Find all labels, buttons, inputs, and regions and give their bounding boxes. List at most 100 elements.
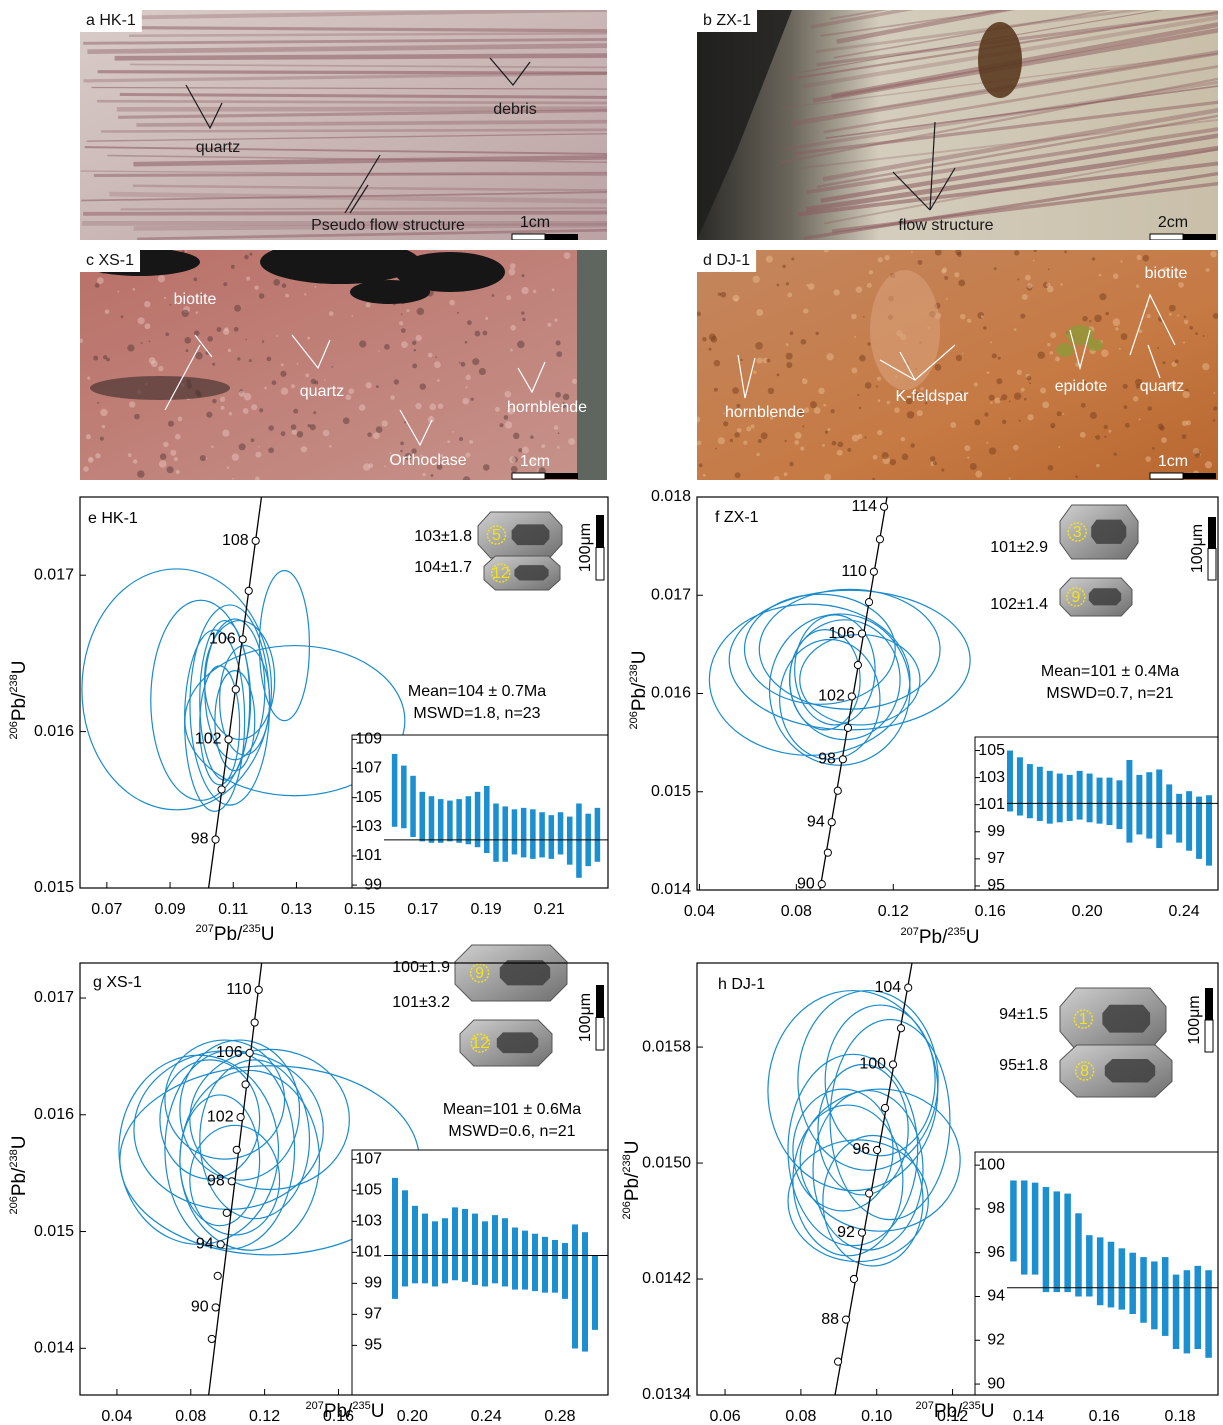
texture [878, 399, 881, 402]
texture [718, 292, 721, 295]
texture [1050, 423, 1055, 428]
texture [431, 474, 434, 477]
age-bar [1032, 1183, 1039, 1275]
age-bar [412, 1206, 418, 1284]
age-bar [1097, 1237, 1104, 1305]
age-bar [522, 1231, 528, 1290]
inset-y-tick-label: 103 [978, 769, 1005, 786]
age-marker [214, 1272, 221, 1279]
texture [121, 208, 648, 209]
texture [1203, 335, 1205, 337]
age-marker [818, 881, 825, 888]
mean-age: Mean=101 ± 0.4Ma [1041, 663, 1179, 680]
age-bar [1196, 797, 1202, 859]
texture [1037, 351, 1044, 358]
texture [1002, 420, 1006, 424]
y-tick-label: 0.017 [34, 566, 74, 583]
texture [1014, 250, 1019, 255]
texture [1213, 392, 1215, 394]
age-marker [242, 1081, 249, 1088]
age-bar [1151, 1261, 1158, 1329]
age-marker [251, 1019, 258, 1026]
grain-age: 103±1.8 [414, 528, 472, 545]
texture [803, 378, 805, 380]
age-bar [1205, 1270, 1212, 1358]
texture [168, 421, 174, 427]
age-bar [438, 799, 444, 843]
texture [1175, 359, 1179, 363]
texture [832, 441, 837, 446]
texture [103, 355, 107, 359]
texture [160, 453, 166, 459]
age-label: 102 [818, 688, 845, 705]
texture [101, 130, 628, 132]
texture [758, 439, 762, 443]
age-marker [828, 819, 835, 826]
texture [794, 440, 799, 445]
texture [944, 276, 948, 280]
texture [243, 408, 249, 414]
texture [255, 477, 260, 482]
texture [786, 282, 789, 285]
texture [378, 350, 380, 352]
texture [1213, 313, 1219, 319]
texture [485, 317, 488, 320]
texture [890, 459, 896, 465]
x-tick-label: 0.19 [470, 901, 501, 918]
age-bar [572, 1224, 578, 1348]
age-marker [217, 1241, 224, 1248]
texture [457, 312, 459, 314]
axis-label-part: 235 [352, 1400, 370, 1412]
texture [513, 433, 519, 439]
grain-scale-white [596, 1018, 604, 1051]
age-bar [1043, 1187, 1050, 1292]
grain-scale-white [1205, 1020, 1213, 1052]
texture [752, 276, 759, 283]
x-tick-label: 0.16 [1089, 1408, 1120, 1425]
axis-label-part: 235 [947, 926, 965, 938]
axis-label-part: U [9, 1136, 30, 1150]
texture [83, 466, 89, 472]
texture [1082, 316, 1088, 322]
texture [259, 293, 264, 298]
texture [740, 359, 743, 362]
texture [774, 476, 780, 482]
chart: 108106102980.070.090.110.130.150.170.190… [8, 495, 608, 945]
texture [1113, 273, 1118, 278]
age-bar [447, 801, 453, 842]
texture [930, 456, 935, 461]
age-bar [532, 1234, 538, 1291]
texture [259, 408, 263, 412]
age-marker [225, 736, 232, 743]
texture [1025, 275, 1031, 281]
texture [941, 468, 944, 471]
texture [777, 284, 780, 287]
age-bar [502, 806, 508, 861]
texture [996, 378, 1002, 384]
texture [251, 438, 255, 442]
texture [955, 249, 961, 255]
age-bar [1027, 764, 1033, 818]
texture [86, 434, 91, 439]
age-label: 98 [207, 1173, 225, 1190]
texture [1094, 315, 1102, 323]
panel-label: g XS-1 [93, 974, 142, 991]
age-label: 106 [209, 631, 236, 648]
texture [697, 441, 702, 446]
texture [864, 436, 866, 438]
texture [935, 249, 942, 256]
age-bar [410, 776, 416, 837]
texture [865, 382, 872, 389]
texture [158, 366, 163, 371]
grain-scale-label: 100μm [577, 523, 594, 572]
texture [1125, 423, 1130, 428]
texture [960, 314, 966, 320]
texture [714, 388, 718, 392]
texture [297, 431, 304, 438]
texture [137, 470, 144, 477]
age-bar [1097, 778, 1103, 824]
texture [1184, 320, 1189, 325]
texture [753, 370, 757, 374]
age-marker [834, 787, 841, 794]
texture [435, 356, 437, 358]
